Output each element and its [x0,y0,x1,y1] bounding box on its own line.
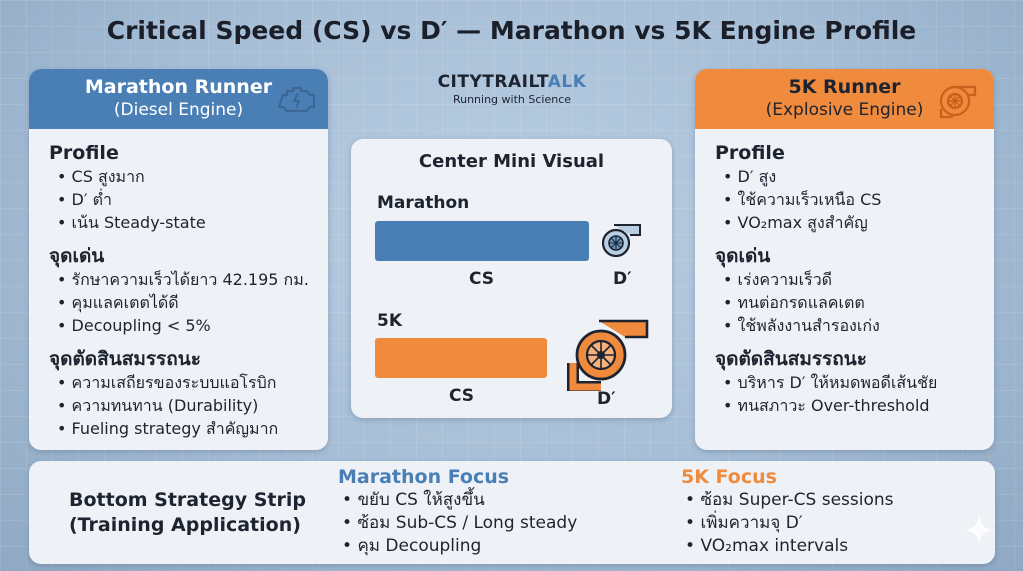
section-title: Profile [715,142,785,164]
marathon-label: Marathon [377,193,470,213]
list-item: ซ้อม Super-CS sessions [681,489,893,512]
page-title: Critical Speed (CS) vs D′ — Marathon vs … [106,16,917,45]
list-item: ความทนทาน (Durability) [49,394,328,417]
bottom-strategy-strip: Bottom Strategy Strip (Training Applicat… [29,461,995,564]
list-item: ขยับ CS ให้สูงขึ้น [338,489,577,512]
section-title: จุดตัดสินสมรรถนะ [715,348,867,370]
fivek-section-deciders: จุดตัดสินสมรรถนะ บริหาร D′ ให้หมดพอดีเส้… [715,347,994,417]
turbo-icon [939,85,977,119]
list-item: Fueling strategy สำคัญมาก [49,417,328,440]
list-item: VO₂max สูงสำคัญ [715,211,994,234]
marathon-card-body: Profile CS สูงมาก D′ ต่ำ เน้น Steady-sta… [29,129,328,440]
list-item: ทนต่อกรดแลคเตต [715,291,994,314]
fivek-subtitle: (Explosive Engine) [765,100,924,120]
large-turbo-icon [567,319,649,391]
list-item: เร่งความเร็วดี [715,268,994,291]
list-item: D′ สูง [715,165,994,188]
marathon-title: Marathon Runner [84,76,273,98]
fivek-cs-label: CS [449,386,475,406]
section-title: Profile [49,142,119,164]
list-item: รักษาความเร็วได้ยาว 42.195 กม. [49,268,328,291]
sparkle-icon [963,514,995,546]
list-item: D′ ต่ำ [49,188,328,211]
fivek-d-label: D′ [597,389,616,409]
fivek-section-profile: Profile D′ สูง ใช้ความเร็วเหนือ CS VO₂ma… [715,141,994,234]
list-item: เน้น Steady-state [49,211,328,234]
fivek-card: 5K Runner (Explosive Engine) Profile D′ … [695,69,994,450]
section-title: จุดเด่น [715,245,771,267]
strip-title-line1: Bottom Strategy Strip [69,489,306,511]
strip-title-line2: (Training Application) [69,514,301,536]
fivek-focus-title: 5K Focus [681,466,777,488]
strip-title: Bottom Strategy Strip (Training Applicat… [69,488,306,538]
fivek-cs-bar [375,338,547,378]
brand-tagline: Running with Science [452,93,572,106]
fivek-title: 5K Runner [788,76,901,98]
marathon-section-profile: Profile CS สูงมาก D′ ต่ำ เน้น Steady-sta… [49,141,328,234]
list-item: ใช้ความเร็วเหนือ CS [715,188,994,211]
fivek-section-strengths: จุดเด่น เร่งความเร็วดี ทนต่อกรดแลคเตต ใช… [715,244,994,337]
marathon-section-deciders: จุดตัดสินสมรรถนะ ความเสถียรของระบบแอโรบิ… [49,347,328,440]
brand-logo: CITYTRAILTALK Running with Science [430,72,594,106]
marathon-subtitle: (Diesel Engine) [113,100,244,120]
marathon-cs-bar [375,221,589,261]
center-mini-visual: Center Mini Visual Marathon CS D′ 5K CS … [351,139,672,418]
list-item: ทนสภาวะ Over-threshold [715,394,994,417]
marathon-cs-label: CS [469,269,495,289]
brand-name: CITYTRAILTALK [437,72,587,92]
small-turbo-icon [601,224,641,258]
list-item: ซ้อม Sub-CS / Long steady [338,512,577,535]
list-item: บริหาร D′ ให้หมดพอดีเส้นชัย [715,371,994,394]
marathon-d-label: D′ [613,269,632,289]
section-title: จุดเด่น [49,245,105,267]
section-title: จุดตัดสินสมรรถนะ [49,348,201,370]
fivek-focus: 5K Focus ซ้อม Super-CS sessions เพิ่มควา… [681,465,894,558]
engine-icon [277,86,316,113]
marathon-card-header: Marathon Runner (Diesel Engine) [29,69,328,129]
marathon-focus: Marathon Focus ขยับ CS ให้สูงขึ้น ซ้อม S… [338,465,577,558]
fivek-label: 5K [377,311,403,331]
marathon-focus-title: Marathon Focus [338,466,510,488]
marathon-card: Marathon Runner (Diesel Engine) Profile … [29,69,328,450]
fivek-card-body: Profile D′ สูง ใช้ความเร็วเหนือ CS VO₂ma… [695,129,994,417]
mini-visual-title: Center Mini Visual [418,151,605,172]
list-item: เพิ่มความจุ D′ [681,512,894,535]
list-item: คุม Decoupling [338,535,577,558]
list-item: Decoupling < 5% [49,314,328,337]
list-item: ความเสถียรของระบบแอโรบิก [49,371,328,394]
list-item: CS สูงมาก [49,165,328,188]
fivek-card-header: 5K Runner (Explosive Engine) [695,69,994,129]
list-item: ใช้พลังงานสำรองเก่ง [715,314,994,337]
marathon-section-strengths: จุดเด่น รักษาความเร็วได้ยาว 42.195 กม. ค… [49,244,328,337]
list-item: คุมแลคเตตได้ดี [49,291,328,314]
list-item: VO₂max intervals [681,535,894,558]
